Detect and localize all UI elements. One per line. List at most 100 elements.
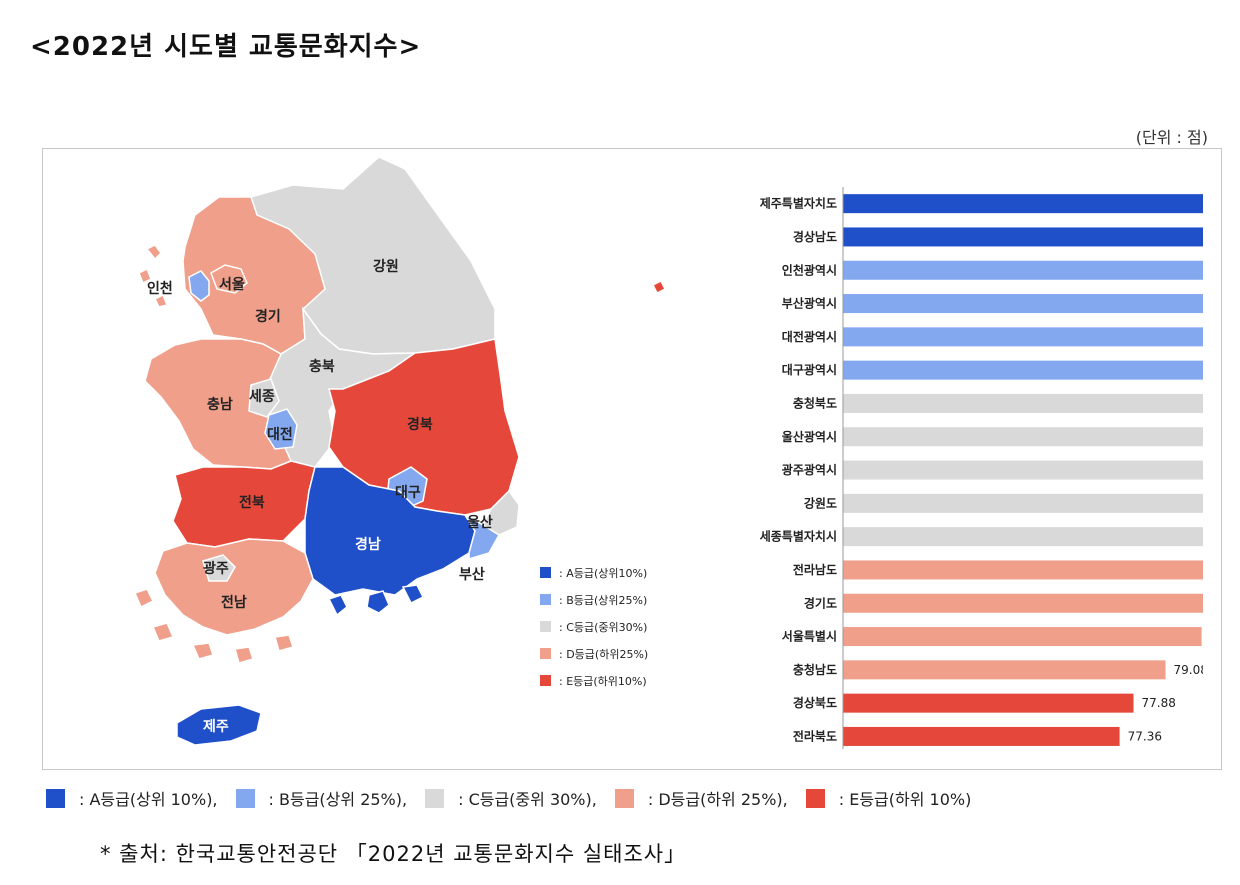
legend-swatch <box>46 788 65 808</box>
source-note: * 출처: 한국교통안전공단 「2022년 교통문화지수 실태조사」 <box>100 842 687 866</box>
legend-swatch <box>540 648 551 659</box>
map-legend-label: : B등급(상위25%) <box>559 593 648 607</box>
legend-swatch <box>614 788 634 808</box>
map-label-busan: 부산 <box>459 566 485 583</box>
value-label: 79.08 <box>1174 663 1203 677</box>
map-label-gyeonggi: 경기 <box>255 308 281 325</box>
bar <box>843 460 1203 480</box>
bar <box>843 593 1203 613</box>
legend-swatch <box>540 567 551 578</box>
value-label: 77.88 <box>1141 696 1175 710</box>
bar-chart: 제주특별자치도84.20경상남도83.81인천광역시83.74부산광역시83.4… <box>760 187 1203 749</box>
map-legend-item-a: : A등급(상위10%) <box>540 559 648 586</box>
region-jeju <box>176 704 262 746</box>
region-gwangju <box>202 554 236 582</box>
legend-swatch <box>540 594 551 605</box>
region-daejeon <box>264 408 298 450</box>
bar <box>843 493 1203 513</box>
legend-swatch <box>540 675 551 686</box>
unit-label: (단위 : 점) <box>1135 128 1208 147</box>
map-label-ulsan: 울산 <box>467 514 493 531</box>
map-label-sejong: 세종 <box>249 389 275 405</box>
bottom-legend-item-d: : D등급(하위 25%), <box>601 786 788 810</box>
map-label-chungbuk: 충북 <box>309 359 335 375</box>
bar <box>843 527 1203 547</box>
category-label: 전라북도 <box>793 728 837 743</box>
legend-swatch <box>235 788 255 808</box>
bar <box>843 194 1203 214</box>
category-label: 대구광역시 <box>782 362 837 377</box>
category-label: 제주특별자치도 <box>760 196 837 211</box>
bar <box>843 627 1202 647</box>
region-seoul <box>210 264 248 294</box>
map-label-daegu: 대구 <box>395 485 421 501</box>
page-title: <2022년 시도별 교통문화지수> <box>30 32 422 62</box>
category-label: 인천광역시 <box>782 262 837 277</box>
map-label-jeonnam: 전남 <box>221 594 247 611</box>
category-label: 광주광역시 <box>782 462 837 477</box>
map-label-gyeongnam: 경남 <box>355 536 381 553</box>
category-label: 대전광역시 <box>782 329 837 344</box>
map-label-gyeongbuk: 경북 <box>407 416 433 433</box>
map-legend-label: : A등급(상위10%) <box>559 566 648 580</box>
map-label-jeonbuk: 전북 <box>239 494 265 511</box>
bar <box>843 726 1120 746</box>
figure-frame: 인천 서울 경기 강원 충북 충남 세종 대전 경북 대구 전북 울산 경남 부… <box>42 148 1222 770</box>
category-label: 전라남도 <box>793 562 837 577</box>
bar <box>843 693 1134 713</box>
region-sejong <box>248 378 280 418</box>
map-label-jeju: 제주 <box>203 719 229 735</box>
region-incheon <box>188 270 210 302</box>
bar <box>843 660 1166 680</box>
region-jeonnam-islands <box>133 588 294 664</box>
category-label: 서울특별시 <box>782 629 837 644</box>
bottom-legend-label: : C등급(중위 30%), <box>458 790 597 809</box>
bar <box>843 327 1203 347</box>
region-gyeongnam-islands <box>327 584 425 617</box>
category-label: 세종특별자치시 <box>760 529 837 544</box>
category-label: 충청남도 <box>793 662 837 677</box>
map-label-incheon: 인천 <box>147 280 173 297</box>
map-legend-item-b: : B등급(상위25%) <box>540 586 648 613</box>
map-label-seoul: 서울 <box>219 276 245 293</box>
map-legend: : A등급(상위10%) : B등급(상위25%) : C등급(중위30%) :… <box>540 559 648 694</box>
legend-swatch <box>425 788 445 808</box>
category-label: 충청북도 <box>793 395 837 410</box>
bottom-legend-label: : A등급(상위 10%), <box>79 790 218 809</box>
value-label: 77.36 <box>1128 729 1162 743</box>
map-label-chungnam: 충남 <box>207 396 233 413</box>
korea-map: 인천 서울 경기 강원 충북 충남 세종 대전 경북 대구 전북 울산 경남 부… <box>133 156 667 746</box>
region-incheon-islands <box>138 244 169 308</box>
bottom-legend-item-a: : A등급(상위 10%), <box>46 786 218 810</box>
bottom-legend-item-c: : C등급(중위 30%), <box>411 786 597 810</box>
category-label: 경상남도 <box>793 229 837 244</box>
region-ulleungdo <box>651 279 667 295</box>
bottom-legend-label: : D등급(하위 25%), <box>647 790 788 809</box>
map-label-gwangju: 광주 <box>203 560 229 577</box>
category-label: 강원도 <box>804 496 837 510</box>
bottom-legend-label: : B등급(상위 25%), <box>268 790 408 809</box>
bar <box>843 360 1203 380</box>
bar <box>843 260 1203 280</box>
map-label-daejeon: 대전 <box>267 426 293 443</box>
region-jeonnam <box>154 538 314 636</box>
map-legend-item-e: : E등급(하위10%) <box>540 667 648 694</box>
region-chungnam <box>144 338 293 470</box>
map-label-gangwon: 강원 <box>373 258 399 275</box>
bar <box>843 560 1203 580</box>
map-legend-label: : D등급(하위25%) <box>559 647 649 661</box>
category-label: 경상북도 <box>793 695 837 710</box>
map-legend-label: : E등급(하위10%) <box>559 674 647 688</box>
bar <box>843 427 1203 447</box>
region-busan <box>464 514 501 561</box>
bottom-legend-item-b: : B등급(상위 25%), <box>222 786 408 810</box>
map-legend-item-c: : C등급(중위30%) <box>540 613 648 640</box>
bar <box>843 393 1203 413</box>
category-label: 부산광역시 <box>782 296 837 311</box>
category-label: 울산광역시 <box>782 429 837 444</box>
category-label: 경기도 <box>804 595 837 610</box>
map-legend-label: : C등급(중위30%) <box>559 620 648 634</box>
bottom-legend: : A등급(상위 10%), : B등급(상위 25%), : C등급(중위 3… <box>46 786 975 810</box>
bar <box>843 294 1203 314</box>
bottom-legend-item-e: : E등급(하위 10%) <box>792 786 971 810</box>
